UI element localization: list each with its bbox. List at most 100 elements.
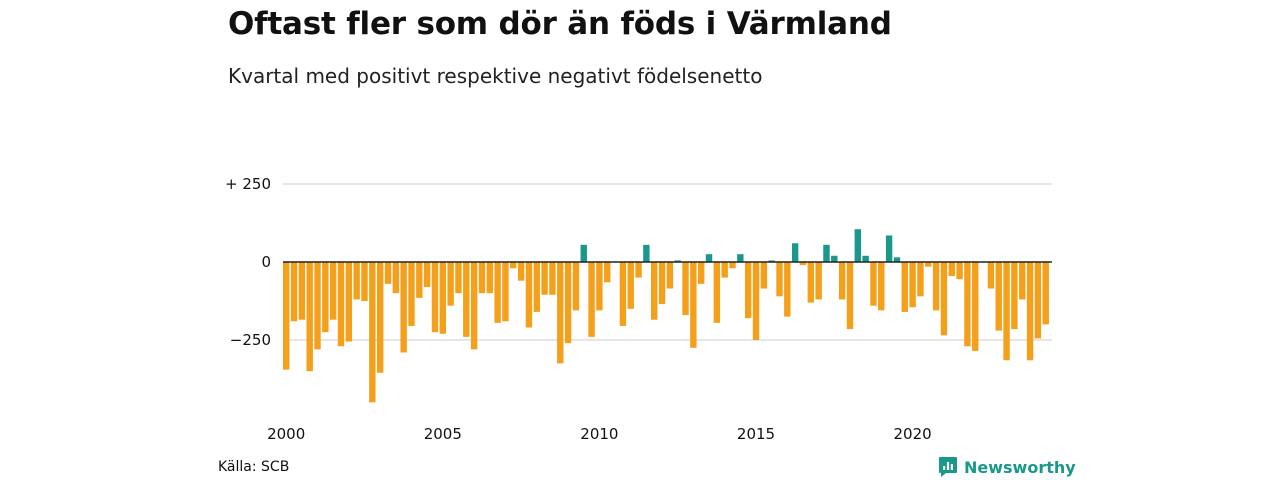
bar [893, 257, 901, 262]
bar [588, 262, 595, 337]
bar [376, 262, 384, 373]
bar [486, 262, 493, 294]
bar [1019, 262, 1026, 300]
bar [901, 262, 908, 312]
bar [337, 262, 345, 347]
bar [705, 254, 713, 262]
bar [290, 262, 298, 322]
bar [831, 255, 838, 262]
gridlines [283, 183, 1052, 341]
bar [494, 262, 501, 323]
bar [478, 262, 486, 294]
x-tick-label: 2015 [737, 425, 775, 443]
bar [439, 262, 446, 334]
bar [729, 262, 736, 269]
x-tick-label: 2010 [580, 425, 618, 443]
bar [666, 262, 674, 289]
bar [690, 262, 697, 348]
brand-name: Newsworthy [964, 457, 1076, 477]
bar [470, 262, 478, 350]
y-tick-label: 0 [261, 253, 271, 271]
bar [604, 262, 611, 283]
bar [682, 262, 689, 316]
bar [948, 262, 955, 277]
bar [627, 262, 634, 309]
bar [369, 262, 376, 403]
newsworthy-logo-icon [939, 457, 957, 477]
bar [972, 262, 979, 351]
bar [752, 262, 760, 340]
bar [799, 262, 807, 266]
bar [964, 262, 971, 347]
bar [768, 260, 775, 262]
bar [1034, 262, 1042, 339]
bar [572, 262, 580, 311]
bar [862, 255, 869, 262]
bar [995, 262, 1002, 331]
bar [314, 262, 321, 350]
bar [384, 262, 392, 284]
chart-title: Oftast fler som dör än föds i Värmland [228, 6, 892, 42]
bar [541, 262, 548, 295]
bar [306, 262, 313, 372]
bar [408, 262, 415, 326]
bar [392, 262, 400, 294]
bar [885, 235, 893, 262]
bar [932, 262, 940, 311]
bar [658, 262, 666, 305]
bar [744, 262, 752, 319]
bar [431, 262, 439, 333]
bar [925, 262, 932, 267]
bar [463, 262, 470, 337]
bar [400, 262, 407, 353]
bar [870, 262, 877, 306]
y-tick-label: −250 [230, 331, 271, 349]
bar-chart: + 250 0 −250 2000 2005 2010 2015 2020 [225, 175, 1052, 443]
bar [447, 262, 454, 306]
bar [517, 262, 525, 281]
bar [815, 262, 822, 300]
y-tick-label: + 250 [225, 175, 271, 193]
bar [784, 262, 791, 317]
bar [1011, 262, 1018, 330]
bar [956, 262, 963, 280]
bar [635, 262, 642, 278]
bar [917, 262, 924, 297]
bar [564, 262, 572, 344]
x-tick-label: 2005 [424, 425, 462, 443]
bar [760, 262, 768, 289]
bar [987, 262, 995, 289]
bar [823, 244, 830, 262]
bar [776, 262, 783, 297]
bar [674, 260, 681, 262]
bar [1026, 262, 1034, 361]
bar [940, 262, 948, 336]
bar [580, 244, 587, 262]
bar [329, 262, 337, 320]
bar [322, 262, 329, 333]
bar [510, 262, 517, 269]
bar [423, 262, 431, 287]
bar [557, 262, 564, 364]
bar [721, 262, 728, 278]
bar [697, 262, 705, 284]
bar [619, 262, 627, 326]
bar [854, 229, 861, 262]
x-tick-label: 2000 [267, 425, 305, 443]
brand-logo: Newsworthy [938, 456, 1076, 478]
bars [283, 229, 1049, 403]
bar [533, 262, 540, 312]
bar [298, 262, 306, 320]
bar [909, 262, 916, 308]
bar [651, 262, 658, 320]
bar [838, 262, 846, 300]
bar [1042, 262, 1049, 325]
bar [737, 254, 744, 262]
bar [353, 262, 360, 300]
x-tick-label: 2020 [894, 425, 932, 443]
bar [846, 262, 854, 330]
bar [502, 262, 509, 322]
chart-subtitle: Kvartal med positivt respektive negativt… [228, 64, 763, 88]
bar [416, 262, 423, 298]
bar [643, 244, 650, 262]
